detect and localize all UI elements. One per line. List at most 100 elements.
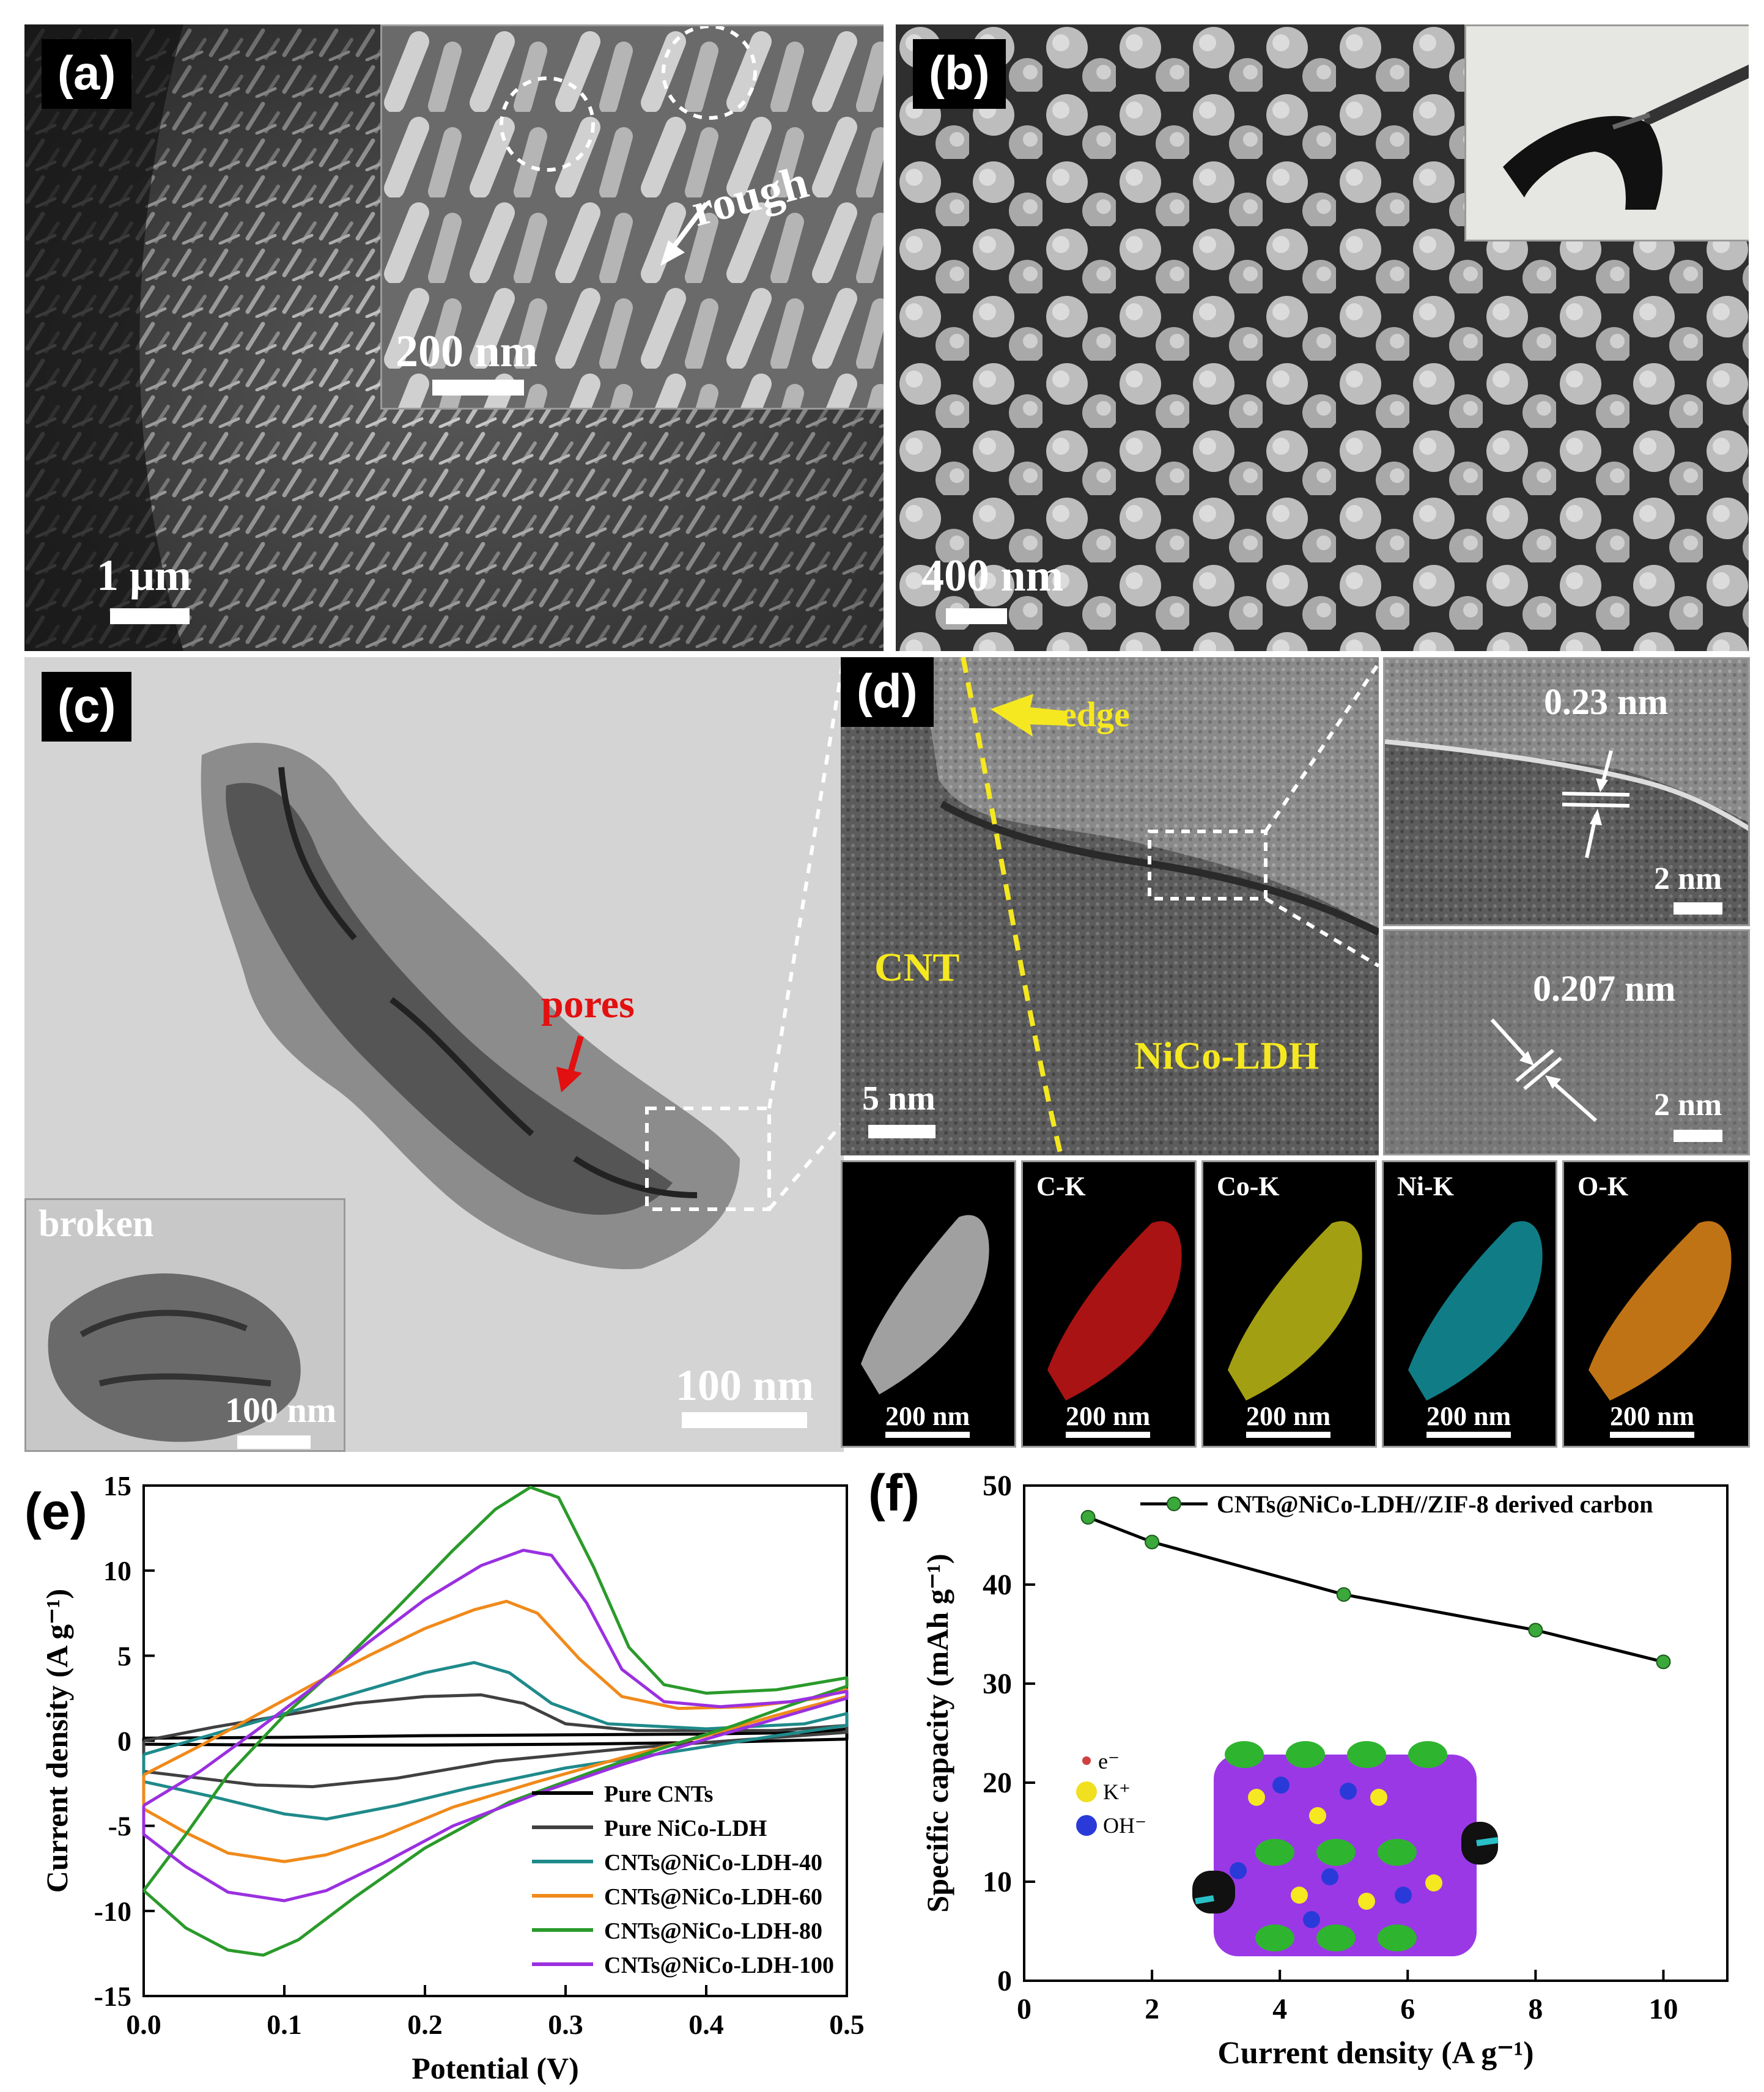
legend-potassium: K⁺ [1076,1779,1131,1805]
legend-potassium-text: K⁺ [1103,1780,1131,1804]
eds-map-co-title: Co-K [1217,1171,1280,1201]
eds-map-o-shape [1589,1221,1732,1401]
panel-b-letter: (b) [913,39,1006,109]
chart-e-xtick-label: 0.4 [688,2009,724,2040]
eds-map-o-scale: 200 nm [1610,1401,1695,1438]
chart-f-ylabel: Specific capacity (mAh g⁻¹) [920,1553,954,1912]
panel-a: (a) 1 μm rough 200 nm [24,24,884,651]
chart-e: 0.0 0.1 0.2 0.3 0.4 0.5 15 10 5 0 -5 -10 -15 Potentia… [40,1473,865,2085]
chart-e-series-line [142,1727,849,1747]
chart-e-ytick-label: 10 [103,1555,131,1586]
panel-b: (b) 400 nm [896,24,1749,651]
panel-a-scale-text: 1 μm [97,551,191,600]
panel-a-inset: rough 200 nm [380,24,884,410]
eds-map-o-title: O-K [1578,1171,1629,1201]
chart-e-ytick-label: 0 [117,1726,131,1757]
panel-c-inset: broken 100 nm [24,1198,345,1452]
eds-map-co-scale: 200 nm [1246,1401,1331,1438]
panel-c-inset-scale-line [237,1435,311,1449]
chart-f-legend-label: CNTs@NiCo-LDH//ZIF-8 derived carbon [1217,1490,1653,1518]
panel-c-inset-image [26,1200,344,1450]
panel-d-edge-label: edge [1061,694,1130,734]
chart-e-legend-label: Pure CNTs [604,1781,713,1807]
panel-e-letter: (e) [24,1482,87,1540]
chart-e-xtick-label: 0.0 [126,2009,161,2040]
panel-b-photo-inset [1464,24,1749,241]
chart-e-xtick-label: 0.5 [829,2009,865,2040]
panel-d-eds-maps: 200 nm C-K 200 nm Co-K 200 nm Ni-K 200 n… [841,1160,1750,1448]
eds-map-haadf-scale: 200 nm [885,1401,970,1438]
chart-e-legend-label: CNTs@NiCo-LDH-100 [604,1953,834,1978]
chart-f-frame [1023,1484,1729,1982]
hydroxide-ion-icon [1076,1815,1097,1836]
panel-d-ldh-label: NiCo-LDH [1134,1034,1319,1077]
panel-d-hr-bottom-scale-text: 2 nm [1654,1088,1722,1122]
chart-e-ytick-label: -15 [94,1981,131,2012]
electron-dot-icon [1082,1756,1091,1765]
legend-hydroxide: OH⁻ [1076,1813,1146,1838]
panel-d-scale-text: 5 nm [862,1080,936,1118]
chart-e-legend-label: Pure NiCo-LDH [604,1816,767,1841]
panel-d-hrtem: (d) edge CNT NiCo-LDH 5 nm [841,657,1379,1155]
panel-f-inset-legend: e⁻ K⁺ OH⁻ [1076,1748,1198,1846]
panel-d-hr-top-spacing: 0.23 nm [1544,682,1669,722]
panel-d-hr-bottom-spacing: 0.207 nm [1533,968,1676,1009]
eds-map-ni-image [1408,1221,1543,1401]
eds-map-ni: Ni-K 200 nm [1382,1160,1557,1448]
panel-f-letter: (f) [868,1464,920,1522]
potassium-ion-icon [1076,1781,1097,1802]
chart-f-xtick-label: 2 [1145,1993,1159,2025]
eds-map-haadf: 200 nm [841,1160,1016,1448]
eds-map-c-scale: 200 nm [1066,1401,1151,1438]
eds-map-ni-title: Ni-K [1397,1171,1454,1201]
panel-d-hr-bottom: 0.207 nm 2 nm [1383,929,1750,1155]
panel-d-scale-line [868,1125,936,1138]
panel-d-hr-top: 0.23 nm 2 nm [1383,657,1750,926]
panel-b-scale-line [946,608,1007,624]
panel-c: (c) pores 100 nm broken 100 nm [24,657,844,1452]
chart-e-xtick-label: 0.2 [407,2009,443,2040]
eds-map-haadf-shape [861,1215,989,1394]
chart-f-data-point [1656,1654,1671,1670]
panel-b-scale-text: 400 nm [921,551,1064,601]
panel-a-scale-line [110,608,190,624]
chart-e-ytick-label: -5 [108,1811,131,1842]
panel-f-inset-schematic [1192,1741,1499,1956]
chart-f-data-point [1145,1534,1160,1550]
chart-f-xtick-label: 8 [1528,1993,1543,2025]
chart-e-legend-label: CNTs@NiCo-LDH-40 [604,1850,822,1876]
panel-a-letter: (a) [42,39,132,109]
panel-d-hr-top-image [1385,659,1748,924]
eds-map-c-image [1047,1221,1182,1401]
legend-electron: e⁻ [1076,1748,1120,1774]
eds-map-o-image [1589,1221,1732,1401]
chart-f-ytick-label: 0 [997,1965,1012,1997]
chart-e-xtick-label: 0.3 [548,2009,583,2040]
chart-e-ytick-label: 15 [103,1473,131,1501]
panel-c-inset-scale-text: 100 nm [225,1390,337,1430]
chart-e-xtick-label: 0.1 [267,2009,302,2040]
chart-e-legend-label: CNTs@NiCo-LDH-60 [604,1884,822,1910]
eds-map-co-image [1228,1221,1362,1401]
chart-f-ytick-label: 20 [983,1767,1012,1799]
chart-e-series-line [142,1549,849,1902]
legend-hydroxide-text: OH⁻ [1103,1813,1146,1838]
eds-map-c-shape [1047,1221,1182,1401]
eds-map-haadf-image [861,1215,989,1394]
eds-map-co-shape [1228,1221,1362,1401]
panel-d-hr-bottom-scale-line [1674,1130,1722,1142]
panel-a-scale-bar: 1 μm [72,544,231,642]
chart-f-ytick-label: 40 [983,1569,1012,1601]
chart-f-data-point [1080,1509,1096,1525]
chart-e-legend-label: CNTs@NiCo-LDH-80 [604,1918,822,1944]
panel-c-scale-line [682,1412,807,1428]
panel-d-letter: (d) [841,657,934,727]
eds-map-o: O-K 200 nm [1562,1160,1750,1448]
panel-d-hr-top-scale-line [1674,902,1722,915]
chart-e-series-line [142,1661,849,1821]
eds-map-c: C-K 200 nm [1021,1160,1197,1448]
panel-c-pores-label: pores [541,982,635,1026]
chart-f-xlabel: Current density (A g⁻¹) [1217,2036,1533,2071]
chart-f-xtick-label: 0 [1017,1993,1031,2025]
panel-d-cnt-label: CNT [874,945,960,990]
